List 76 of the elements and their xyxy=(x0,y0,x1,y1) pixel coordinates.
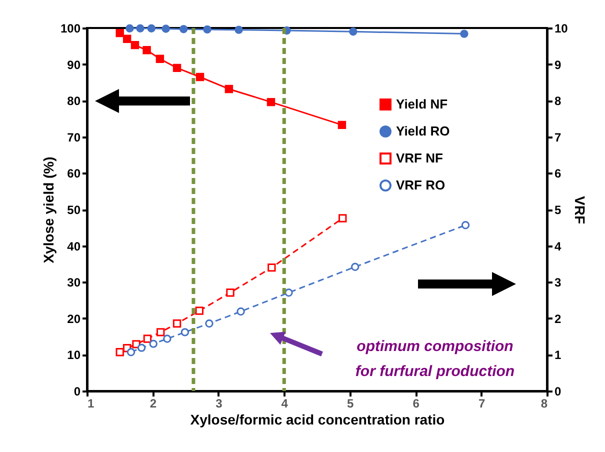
point xyxy=(126,348,136,356)
y-tick-label: 70 xyxy=(67,130,81,144)
x-tick-label: 8 xyxy=(540,396,548,410)
y-tick-label: 20 xyxy=(67,312,81,326)
y2-tick-label: 9 xyxy=(554,58,562,72)
legend-label: VRF NF xyxy=(396,150,443,166)
y-tick-label: 100 xyxy=(60,22,81,36)
y2-tick-label: 8 xyxy=(554,94,562,108)
point xyxy=(234,26,243,34)
point xyxy=(116,28,124,38)
x-tick-label: 5 xyxy=(347,396,354,410)
legend-label: Yield RO xyxy=(396,124,450,138)
point xyxy=(338,214,347,222)
x-axis-title: Xylose/formic acid concentration ratio xyxy=(190,412,445,428)
point xyxy=(156,54,164,63)
y-tick-label: 30 xyxy=(67,276,81,290)
point xyxy=(149,340,158,348)
point xyxy=(180,328,190,336)
point xyxy=(143,334,152,343)
point xyxy=(224,84,234,94)
point xyxy=(116,348,124,356)
point xyxy=(122,34,132,43)
y-tick-label: 60 xyxy=(67,166,81,181)
y2-tick-label: 3 xyxy=(554,276,562,290)
point xyxy=(162,24,170,33)
legend-label: VRF RO xyxy=(396,178,446,192)
point xyxy=(156,328,165,336)
y-tick-label: 10 xyxy=(67,348,81,362)
y2-axis-title: VRF xyxy=(572,196,588,224)
y-tick-label: 80 xyxy=(67,94,81,108)
y2-tick-label: 2 xyxy=(554,312,562,326)
y-tick-label: 0 xyxy=(74,384,81,398)
point xyxy=(226,288,234,297)
annotation: optimum composition for furfural production xyxy=(355,338,515,380)
point xyxy=(338,120,346,130)
x-tick-label: 4 xyxy=(281,396,288,410)
point xyxy=(142,46,151,54)
y2-tick-label: 10 xyxy=(554,22,568,36)
point xyxy=(460,30,468,38)
point xyxy=(196,72,204,82)
point xyxy=(163,334,172,343)
point xyxy=(203,25,212,34)
y2-tick-label: 1 xyxy=(554,348,562,362)
y-tick-label: 90 xyxy=(67,58,81,72)
point xyxy=(461,221,470,230)
point xyxy=(179,24,188,34)
x-tick-label: 3 xyxy=(216,396,223,410)
y2-tick-label: 0 xyxy=(554,384,562,398)
point xyxy=(136,24,144,32)
point xyxy=(266,98,276,106)
point xyxy=(172,64,182,72)
y2-tick-label: 5 xyxy=(554,203,562,217)
point xyxy=(351,262,360,271)
legend-label: Yield NF xyxy=(396,96,448,112)
x-tick-label: 1 xyxy=(88,396,94,410)
point xyxy=(172,319,182,328)
point xyxy=(147,24,156,32)
point xyxy=(137,344,146,352)
point xyxy=(130,40,140,50)
y2-tick-label: 7 xyxy=(554,130,562,144)
point xyxy=(236,307,245,316)
y2-tick-label: 6 xyxy=(554,166,562,181)
point xyxy=(205,319,214,328)
y-tick-label: 40 xyxy=(67,239,81,254)
y2-tick-label: 4 xyxy=(554,239,562,254)
point xyxy=(349,28,358,36)
x-tick-label: 6 xyxy=(412,396,420,410)
point xyxy=(132,340,140,348)
x-tick-label: 7 xyxy=(478,396,486,410)
y-tick-label: 50 xyxy=(67,203,81,217)
point xyxy=(268,263,276,272)
point xyxy=(195,306,204,315)
y-axis-title: Xylose yield (%) xyxy=(40,156,56,264)
point xyxy=(284,288,293,297)
point xyxy=(126,24,134,32)
x-tick-label: 2 xyxy=(150,396,157,410)
